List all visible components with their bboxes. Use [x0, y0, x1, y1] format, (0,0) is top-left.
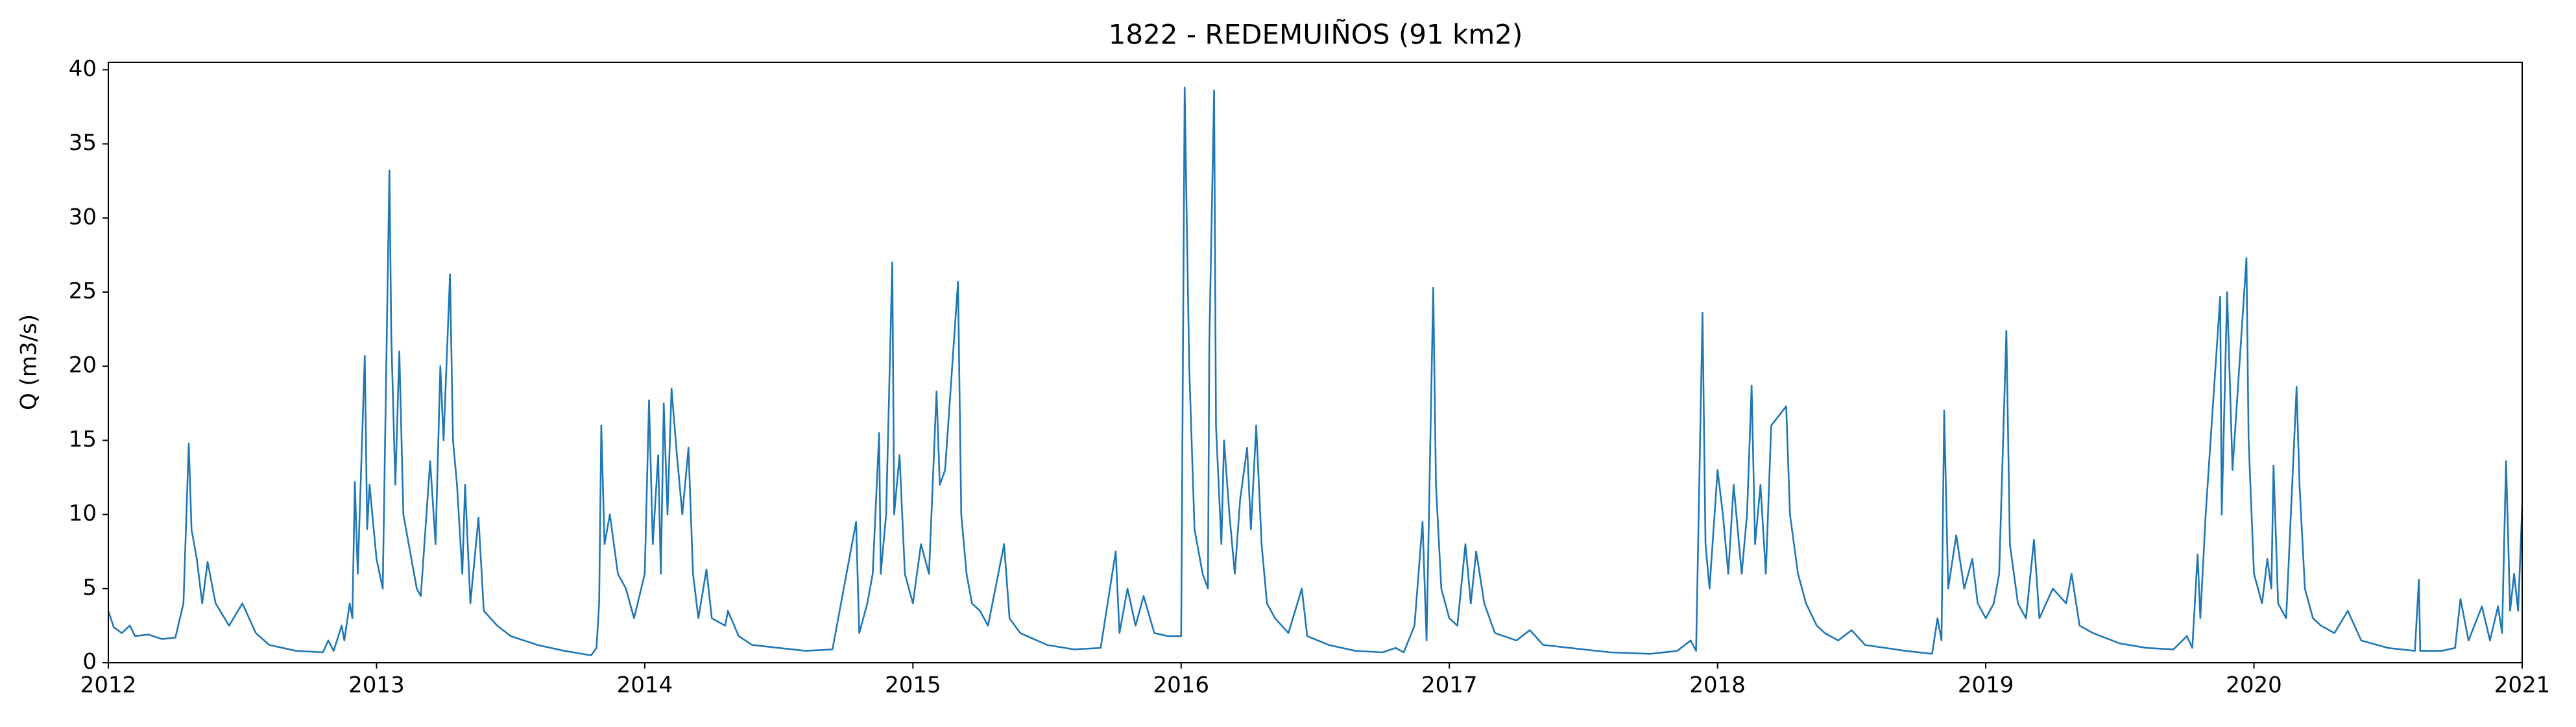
y-tick-label: 0: [82, 649, 97, 675]
y-tick-label: 15: [69, 426, 97, 452]
x-tick-label: 2017: [1421, 672, 1478, 698]
y-tick-label: 30: [69, 204, 97, 230]
x-tick-label: 2012: [80, 672, 137, 698]
y-tick-label: 40: [69, 56, 97, 82]
y-tick-label: 10: [69, 500, 97, 526]
y-tick-label: 5: [82, 574, 97, 600]
x-tick-label: 2016: [1153, 672, 1210, 698]
x-tick-label: 2020: [2226, 672, 2282, 698]
y-axis-label: Q (m3/s): [16, 314, 42, 410]
y-tick-label: 20: [69, 352, 97, 378]
y-tick-label: 35: [69, 130, 97, 156]
x-tick-label: 2014: [617, 672, 673, 698]
x-tick-label: 2015: [885, 672, 941, 698]
x-tick-label: 2021: [2494, 672, 2551, 698]
x-tick-label: 2019: [1958, 672, 2014, 698]
chart-title: 1822 - REDEMUIÑOS (91 km2): [1109, 18, 1523, 51]
x-tick-label: 2018: [1689, 672, 1746, 698]
x-tick-label: 2013: [348, 672, 405, 698]
series-line: [107, 86, 2523, 656]
y-tick-label: 25: [69, 278, 97, 304]
plot-frame: [108, 62, 2523, 663]
